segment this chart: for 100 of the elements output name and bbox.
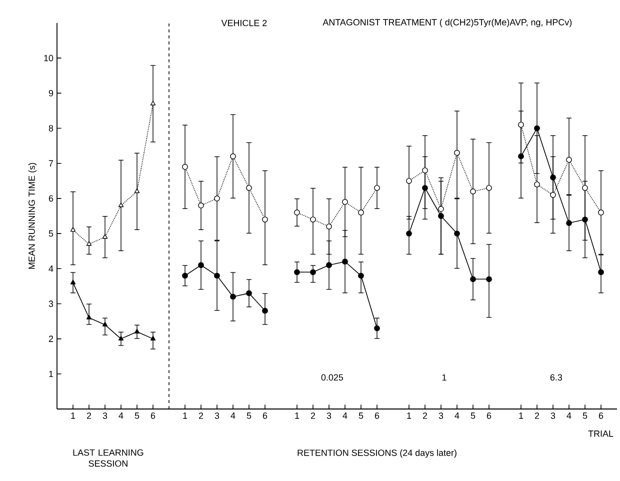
point	[150, 100, 156, 106]
x-tick-label: 1	[407, 412, 412, 419]
point	[598, 269, 604, 276]
point	[118, 336, 124, 340]
point	[566, 156, 572, 163]
x-tick-label: 3	[214, 412, 220, 419]
y-axis-title: MEAN RUNNING TIME (s)	[28, 163, 37, 269]
point	[598, 210, 604, 216]
point	[550, 174, 556, 180]
x-axis-title: TRIAL	[588, 430, 614, 437]
point	[150, 336, 156, 340]
annotation: 0.025	[321, 374, 344, 381]
x-tick-label: 5	[470, 412, 476, 419]
text: LAST LEARNING SESSION	[73, 449, 144, 467]
point	[294, 269, 300, 276]
point	[342, 258, 348, 265]
point	[422, 184, 428, 191]
point	[406, 178, 412, 184]
point	[518, 153, 524, 160]
x-tick-label: 1	[519, 412, 524, 419]
annotation: 1	[442, 374, 446, 380]
x-tick-label: 6	[486, 412, 492, 419]
x-tick-label: 6	[262, 412, 268, 419]
y-tick-label: 1	[49, 370, 54, 377]
point	[470, 276, 476, 282]
x-tick-label: 5	[134, 412, 140, 419]
x-tick-label: 6	[374, 412, 380, 419]
point	[486, 184, 492, 191]
point	[422, 167, 428, 174]
point	[518, 122, 524, 128]
annotation: VEHICLE 2	[221, 20, 267, 26]
x-tick-label: 5	[358, 412, 364, 419]
point	[118, 202, 124, 208]
point	[454, 150, 460, 156]
x-tick-label: 4	[566, 412, 572, 419]
point	[358, 272, 364, 279]
y-tick-label: 4	[48, 266, 54, 272]
y-tick-label: 5	[48, 230, 54, 237]
y-tick-label: 3	[48, 300, 54, 307]
point	[470, 188, 476, 194]
point	[406, 230, 412, 236]
y-tick-label: 7	[48, 160, 54, 166]
point	[230, 153, 236, 160]
point	[326, 262, 332, 268]
y-tick-label: 2	[48, 336, 54, 342]
x-tick-label: 3	[102, 412, 108, 419]
y-tick-label: 10	[44, 54, 54, 62]
x-tick-label: 5	[582, 412, 588, 419]
point	[438, 206, 444, 212]
point	[534, 125, 540, 132]
point	[358, 210, 364, 216]
x-tick-label: 4	[454, 412, 460, 419]
point	[582, 184, 588, 191]
point	[310, 269, 316, 276]
point	[342, 199, 348, 205]
point	[582, 216, 588, 222]
point	[86, 241, 92, 246]
point	[102, 322, 108, 326]
y-tick-label: 6	[48, 195, 54, 202]
point	[134, 328, 140, 334]
point	[70, 280, 76, 284]
point	[230, 294, 236, 300]
x-tick-label: 4	[230, 412, 236, 419]
x-tick-label: 1	[183, 412, 188, 419]
point	[182, 272, 188, 279]
point	[134, 188, 140, 194]
y-tick-label: 8	[48, 125, 54, 132]
point	[294, 210, 300, 216]
text: RETENTION SESSIONS (24 days later)	[298, 449, 456, 458]
x-tick-label: 2	[198, 412, 204, 419]
point	[262, 216, 268, 222]
y-tick-label: 9	[48, 90, 54, 96]
x-tick-label: 1	[295, 412, 300, 419]
point	[486, 276, 492, 282]
point	[246, 290, 252, 296]
point	[310, 216, 316, 222]
x-tick-label: 5	[246, 412, 252, 419]
point	[246, 184, 252, 191]
x-tick-label: 2	[534, 412, 540, 419]
annotation: ANTAGONIST TREATMENT ( d(CH2)5Tyr(Me)AVP, ng, HPCv)	[322, 18, 572, 28]
point	[198, 202, 204, 208]
point	[374, 325, 380, 332]
annotation: 6.3	[550, 374, 562, 381]
x-tick-label: 2	[310, 412, 316, 419]
x-tick-label: 2	[422, 412, 428, 419]
point	[534, 181, 540, 188]
point	[198, 262, 204, 268]
x-tick-label: 3	[326, 412, 332, 419]
x-tick-label: 3	[550, 412, 556, 419]
point	[438, 213, 444, 219]
point	[102, 234, 108, 239]
point	[454, 230, 460, 236]
point	[326, 224, 332, 230]
point	[182, 164, 188, 170]
point	[70, 227, 76, 232]
x-tick-label: 3	[438, 412, 444, 419]
point	[214, 272, 220, 279]
point	[566, 220, 572, 226]
point	[214, 196, 220, 202]
x-tick-label: 6	[598, 412, 604, 419]
